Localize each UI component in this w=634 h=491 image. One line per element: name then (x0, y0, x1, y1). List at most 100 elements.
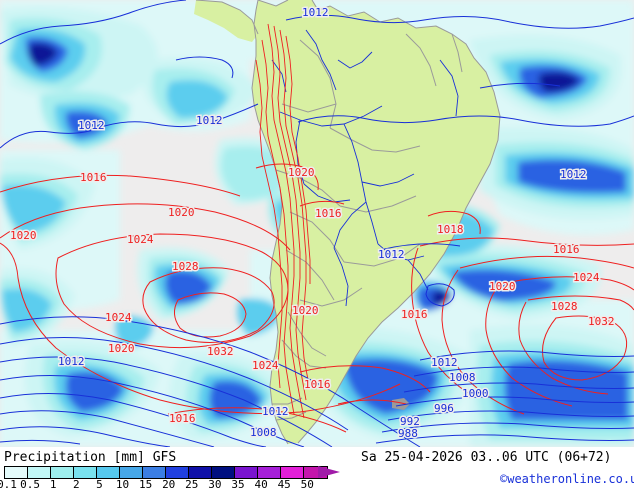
isobar-label-halo: 1016 (553, 243, 580, 256)
isobar-label-halo: 1012 (58, 355, 85, 368)
land-layer (194, 0, 500, 444)
isobar-label-1020: 1020 (168, 206, 195, 219)
color-scale-bar (4, 466, 328, 479)
legend-title: Precipitation [mm] GFS (4, 450, 177, 465)
precipitation-color-scale[interactable]: 0.1 0.5 1 2 5 10 15 20 25 30 35 40 45 50 (0, 466, 354, 491)
color-scale-tick-1: 1 (49, 478, 57, 491)
color-scale-segment-7 (166, 467, 189, 478)
color-scale-segment-8 (189, 467, 212, 478)
isobar-label-halo: 1020 (489, 280, 516, 293)
color-scale-tick-50: 50 (300, 478, 314, 491)
color-scale-tick-25: 25 (185, 478, 199, 491)
isobar-label-halo: 1008 (250, 426, 277, 439)
isobar-label-halo: 1020 (10, 229, 37, 242)
color-scale-segment-3 (74, 467, 97, 478)
isobar-label-1012: 1012 (378, 248, 405, 261)
isobars-low (0, 0, 634, 447)
color-scale-tick-0.1: 0.1 (0, 478, 17, 491)
isobar-label-1012: 1012 (78, 119, 105, 132)
color-scale-segment-6 (143, 467, 166, 478)
isobar-label-1020: 1020 (10, 229, 37, 242)
isobar-label-1024: 1024 (105, 311, 132, 324)
isobar-label-1020: 1020 (288, 166, 315, 179)
color-scale-segment-11 (258, 467, 281, 478)
isobar-label-halo: 1016 (80, 171, 107, 184)
color-scale-tick-30: 30 (208, 478, 222, 491)
color-scale-tick-10: 10 (115, 478, 130, 491)
color-scale-segment-4 (97, 467, 120, 478)
precipitation-map[interactable]: 1016 1016 1020 1020 1020 1020 1024 1024 1028 1028… (0, 0, 634, 447)
isobar-label-1032: 1032 (207, 345, 234, 358)
isobar-label-halo: 1012 (378, 248, 405, 261)
color-scale-tick-35: 35 (231, 478, 245, 491)
color-scale-tick-15: 15 (138, 478, 153, 491)
isobar-label-1016: 1016 (304, 378, 331, 391)
isobar-label-halo: 1012 (302, 6, 329, 19)
precipitation-layer (0, 0, 634, 447)
river-network (271, 29, 459, 307)
isobar-label-halo: 1020 (108, 342, 135, 355)
isobar-label-halo: 1012 (196, 114, 223, 127)
isobar-label-halo: 1016 (169, 412, 196, 425)
isobar-label-halo: 1024 (252, 359, 279, 372)
isobars-high (0, 163, 634, 433)
isobar-label-halo: 1024 (127, 233, 154, 246)
isobar-label-1016: 1016 (553, 243, 580, 256)
isobar-label-halo: 1008 (449, 371, 476, 384)
color-scale-segment-10 (235, 467, 258, 478)
isobar-label-1012: 1012 (262, 405, 289, 418)
map-canvas: 1016 1016 1020 1020 1020 1020 1024 1024 1028 1028… (0, 0, 634, 447)
isobar-label-1032: 1032 (588, 315, 615, 328)
isobar-label-halo: 1020 (288, 166, 315, 179)
isobar-label-halo: 1028 (172, 260, 199, 273)
isobar-label-1012: 1012 (196, 114, 223, 127)
model-run-timestamp: Sa 25-04-2026 03..06 UTC (06+72) (361, 450, 612, 465)
color-scale-tick-40: 40 (254, 478, 268, 491)
isobar-label-1016: 1016 (80, 171, 107, 184)
color-scale-segment-9 (212, 467, 235, 478)
map-footer: Precipitation [mm] GFS Sa 25-04-2026 03.… (0, 447, 634, 491)
isobar-label-halo: 1032 (588, 315, 615, 328)
color-scale-segment-5 (120, 467, 143, 478)
color-scale-segment-0 (5, 467, 28, 478)
isobar-label-1012: 1012 (302, 6, 329, 19)
isobar-label-1024: 1024 (573, 271, 600, 284)
isobar-label-1016: 1016 (315, 207, 342, 220)
isobar-label-halo: 1024 (573, 271, 600, 284)
isobar-label-halo: 1028 (551, 300, 578, 313)
color-scale-tick-2: 2 (72, 478, 80, 491)
isobar-label-1008: 1008 (250, 426, 277, 439)
color-scale-segment-2 (51, 467, 74, 478)
isobar-label-1012: 1012 (431, 356, 458, 369)
isobar-label-1020: 1020 (489, 280, 516, 293)
isobar-label-1018: 1018 (437, 223, 464, 236)
isobar-label-halo: 1020 (168, 206, 195, 219)
copyright-credit[interactable]: ©weatheronline.co.uk (500, 472, 634, 486)
color-scale-tick-45: 45 (277, 478, 291, 491)
isobar-label-halo: 992 (400, 415, 420, 428)
isobar-label-1000: 1000 (462, 387, 489, 400)
color-scale-tick-20: 20 (162, 478, 176, 491)
isobar-label-1020: 1020 (108, 342, 135, 355)
isobar-label-1024: 1024 (127, 233, 154, 246)
isobar-label-halo: 1012 (78, 119, 105, 132)
isobar-label-1008: 1008 (449, 371, 476, 384)
color-scale-segment-1 (28, 467, 51, 478)
color-scale-segment-13 (304, 467, 327, 478)
isobar-label-1016: 1016 (169, 412, 196, 425)
isobar-label-1028: 1028 (551, 300, 578, 313)
color-scale-tick-0.5: 0.5 (20, 478, 41, 491)
isobar-label-halo: 1012 (262, 405, 289, 418)
isobar-label-992: 992 (400, 415, 420, 428)
isobar-label-1016: 1016 (401, 308, 428, 321)
isobar-label-halo: 1000 (462, 387, 489, 400)
isobar-label-halo: 1032 (207, 345, 234, 358)
isobar-label-996: 996 (434, 402, 454, 415)
isobar-label-1012: 1012 (560, 168, 587, 181)
country-borders (195, 0, 501, 445)
color-scale-segment-12 (281, 467, 304, 478)
isobar-label-halo: 1012 (431, 356, 458, 369)
isobar-label-1012: 1012 (58, 355, 85, 368)
